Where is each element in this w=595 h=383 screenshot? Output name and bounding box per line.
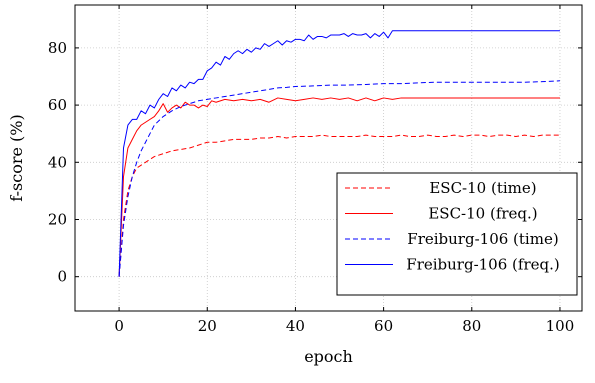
x-tick-label: 40 [286,317,305,335]
y-tick-label: 60 [48,96,67,114]
x-tick-label: 60 [374,317,393,335]
series-layer [118,30,560,277]
series-line-3 [118,80,560,277]
series-line-2 [118,97,560,277]
x-tick-label: 20 [198,317,217,335]
grid [75,5,582,311]
ticks: 0 20 40 60 80 100 0 20 40 60 80 [48,5,582,335]
y-axis-title: f-score (%) [7,114,26,201]
legend: ESC-10 (time) ESC-10 (freq.) Freiburg-106 … [336,172,578,296]
y-tick-label: 40 [48,153,67,171]
series-line-1 [118,134,560,277]
legend-label-3: Freiburg-106 (time) [407,230,558,248]
y-tick-label: 20 [48,210,67,228]
legend-label-1: ESC-10 (time) [429,179,536,197]
y-tick-label: 0 [57,268,67,286]
series-line-4 [118,30,560,277]
x-axis-title: epoch [304,347,353,366]
plot-frame [74,4,583,312]
x-tick-label: 80 [462,317,481,335]
x-tick-label: 100 [546,317,575,335]
legend-label-2: ESC-10 (freq.) [428,205,537,223]
x-tick-label: 0 [114,317,124,335]
y-tick-label: 80 [48,39,67,57]
legend-label-4: Freiburg-106 (freq.) [406,256,559,274]
legend-box [336,172,578,296]
